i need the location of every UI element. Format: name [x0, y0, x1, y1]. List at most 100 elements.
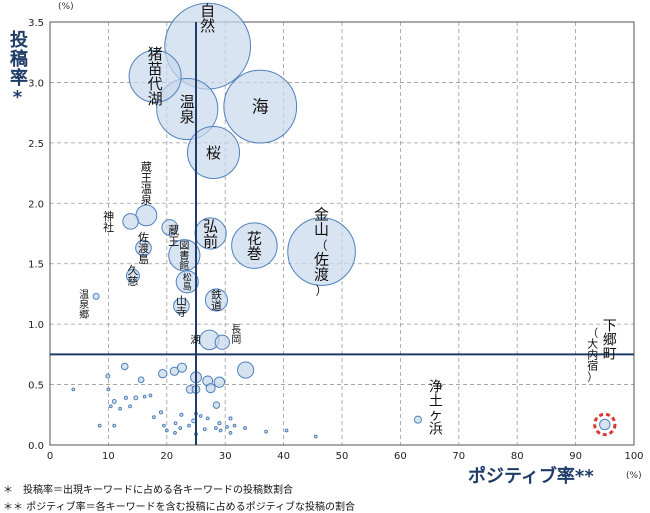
- bubble-small: [213, 376, 226, 388]
- point-label: 海: [252, 98, 269, 118]
- bubble-small: [218, 428, 223, 433]
- bubble-small: [148, 393, 153, 398]
- bubble-small: [237, 361, 255, 379]
- point-label: 蔵王: [168, 224, 179, 248]
- bubble-point: [135, 239, 152, 257]
- x-tick-label: 80: [511, 451, 524, 462]
- bubble-small: [112, 423, 117, 428]
- y-tick-label: 1.0: [28, 320, 44, 331]
- point-label: 花巻: [247, 229, 262, 262]
- x-tick-label: 30: [219, 451, 232, 462]
- x-tick-label: 50: [336, 451, 349, 462]
- bubble-small: [178, 426, 183, 430]
- y-axis-title: 投稿率*: [7, 30, 28, 109]
- point-label: 松島: [183, 271, 192, 292]
- bubble-small: [176, 362, 188, 373]
- bubble-small: [217, 421, 222, 426]
- point-label: 温泉: [180, 93, 195, 126]
- bubble-small: [205, 383, 216, 394]
- bubble-small: [161, 423, 166, 428]
- bubble-small: [97, 423, 102, 428]
- point-label: 図書館: [179, 240, 189, 272]
- point-label: 自然: [200, 2, 215, 35]
- y-tick-label: 1.5: [28, 260, 44, 271]
- bubble-small: [108, 404, 113, 409]
- bubble-small: [202, 427, 207, 432]
- bubble-point: [204, 288, 228, 312]
- bubble-small: [106, 387, 111, 392]
- point-label: 神社: [103, 209, 114, 234]
- bubble-small: [225, 424, 229, 429]
- point-label: 山寺: [176, 294, 187, 318]
- bubble-point: [187, 126, 241, 180]
- reference-lines: [50, 22, 634, 445]
- bubble-point: [287, 217, 356, 286]
- x-tick-label: 100: [624, 451, 643, 462]
- bubble-small: [187, 423, 191, 428]
- x-tick-label: 70: [452, 451, 465, 462]
- bubble-small: [164, 428, 169, 433]
- bubble-small: [213, 426, 218, 430]
- bubble-small: [142, 394, 147, 399]
- bubble-small: [128, 404, 132, 409]
- bubble-small: [118, 406, 122, 411]
- x-tick-label: 20: [160, 451, 173, 462]
- bubble-small: [121, 362, 129, 371]
- bubble-small: [198, 414, 203, 418]
- point-label: 佐渡島: [138, 230, 149, 266]
- bubble-point: [599, 418, 611, 431]
- point-label: 猪苗代湖: [148, 45, 163, 108]
- bubble-small: [158, 410, 164, 415]
- bubble-point: [92, 292, 100, 300]
- bubble-small: [133, 395, 139, 401]
- plot-frame: [49, 21, 635, 446]
- point-label: 長岡: [231, 324, 241, 346]
- point-label: 鉄道: [211, 287, 222, 312]
- bubble-small: [71, 387, 76, 392]
- y-tick-label: 3.0: [28, 78, 44, 89]
- bubble-point: [175, 270, 199, 294]
- highlight-ring: [593, 412, 617, 437]
- bubble-point: [128, 49, 182, 103]
- x-tick-label: 0: [47, 451, 53, 462]
- bubble-point: [413, 415, 422, 424]
- x-axis-title: ポジティブ率**: [468, 466, 594, 487]
- bubble-small: [264, 429, 268, 434]
- point-label: 温泉郷: [79, 289, 89, 321]
- point-label: 湖: [190, 334, 200, 346]
- bubble-small: [179, 412, 184, 417]
- point-label: 金山（佐渡）: [314, 205, 329, 297]
- bubble-point: [214, 334, 230, 350]
- axis-ticks: 0 10 20 30 40 50 60 70 80 90 100 0.0 0.5 1.0 1.5 2.0 2.5…: [28, 18, 643, 462]
- y-tick-label: 2.5: [28, 139, 44, 150]
- y-tick-label: 0.5: [28, 381, 44, 392]
- point-label: 弘前: [203, 217, 218, 250]
- bubble-small: [212, 401, 221, 409]
- x-tick-label: 10: [102, 451, 115, 462]
- bubble-small: [152, 415, 156, 420]
- bubble-small: [228, 416, 233, 421]
- bubble-point: [231, 222, 278, 269]
- bubble-layer: [71, 2, 617, 439]
- bubble-point: [122, 213, 139, 230]
- footnote-posting-rate: ＊ 投稿率＝出現キーワードに占める各キーワードの投稿数割合: [3, 485, 293, 496]
- x-tick-label: 60: [394, 451, 407, 462]
- bubble-small: [243, 426, 247, 430]
- bubble-small: [284, 428, 289, 433]
- footnote-positive-rate: ＊＊ ポジティブ率＝各キーワードを含む投稿に占めるポジティブな投稿の割合: [3, 502, 355, 513]
- x-tick-label: 90: [569, 451, 582, 462]
- y-tick-label: 3.5: [28, 18, 44, 29]
- bubble-small: [173, 421, 178, 426]
- bubble-point: [223, 69, 298, 144]
- point-label: 蔵王温泉: [141, 161, 152, 207]
- bubble-point: [161, 219, 179, 236]
- bubble-small: [105, 373, 111, 379]
- bubble-point: [173, 297, 190, 315]
- y-axis-unit: (%): [58, 2, 74, 12]
- point-label: 下郷町（大内宿）: [587, 318, 617, 383]
- bubble-point: [125, 268, 140, 283]
- point-label: 桜: [206, 144, 221, 162]
- x-axis-unit: (%): [626, 471, 642, 481]
